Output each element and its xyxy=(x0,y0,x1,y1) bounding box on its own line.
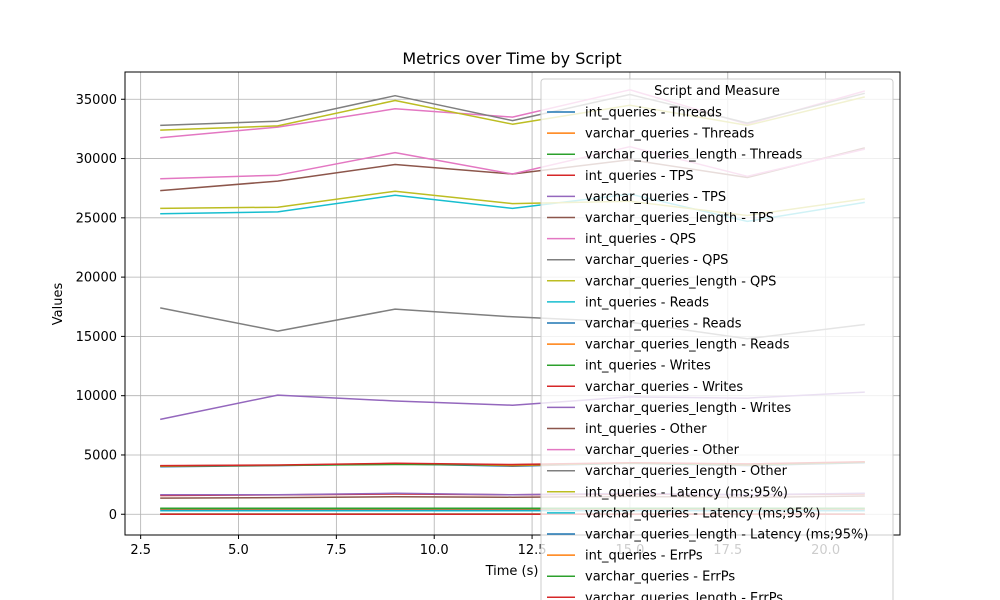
legend-label: int_queries - QPS xyxy=(585,232,696,247)
legend-label: varchar_queries_length - Writes xyxy=(585,401,791,416)
legend-label: varchar_queries - QPS xyxy=(585,253,728,268)
legend-label: varchar_queries - ErrPs xyxy=(585,570,735,585)
y-tick-label: 30000 xyxy=(76,152,117,167)
legend-label: varchar_queries - Reads xyxy=(585,317,742,332)
y-tick-label: 10000 xyxy=(76,389,117,404)
legend: Script and Measure int_queries - Threads… xyxy=(540,78,894,600)
y-tick-label: 20000 xyxy=(76,271,117,286)
legend-label: int_queries - TPS xyxy=(585,169,694,184)
legend-label: varchar_queries_length - ErrPs xyxy=(585,591,783,600)
x-tick-label: 7.5 xyxy=(326,543,347,558)
y-tick-label: 0 xyxy=(109,508,117,523)
legend-label: varchar_queries_length - Reads xyxy=(585,338,790,353)
plot-frame xyxy=(124,71,901,536)
y-tick-label: 25000 xyxy=(76,211,117,226)
legend-label: varchar_queries_length - Other xyxy=(585,464,788,479)
legend-label: int_queries - Other xyxy=(585,422,707,437)
x-tick-label: 5.0 xyxy=(228,543,249,558)
x-tick-label: 2.5 xyxy=(130,543,151,558)
legend-label: int_queries - ErrPs xyxy=(585,549,703,564)
legend-label: varchar_queries_length - Threads xyxy=(585,148,802,163)
y-tick-label: 5000 xyxy=(84,448,117,463)
legend-label: varchar_queries_length - QPS xyxy=(585,274,776,289)
chart-title: Metrics over Time by Script xyxy=(402,49,621,68)
legend-label: int_queries - Reads xyxy=(585,295,709,310)
y-tick-label: 35000 xyxy=(76,93,117,108)
y-axis-label: Values xyxy=(51,283,66,326)
legend-label: varchar_queries - Writes xyxy=(585,380,743,395)
legend-label: int_queries - Latency (ms;95%) xyxy=(585,485,788,500)
legend-label: varchar_queries_length - TPS xyxy=(585,211,774,226)
x-axis-label: Time (s) xyxy=(485,564,539,579)
legend-box xyxy=(540,78,894,600)
y-tick-label: 15000 xyxy=(76,330,117,345)
legend-label: varchar_queries - Latency (ms;95%) xyxy=(585,506,820,521)
x-tick-label: 12.5 xyxy=(518,543,547,558)
legend-label: varchar_queries - TPS xyxy=(585,190,726,205)
x-tick-label: 10.0 xyxy=(420,543,449,558)
legend-entries: int_queries - Threads varchar_queries - T… xyxy=(547,106,868,600)
y-axis-ticks: 0 5000 10000 15000 20000 25000 30000 35000 xyxy=(76,93,125,523)
legend-label: varchar_queries_length - Latency (ms;95%… xyxy=(585,528,868,543)
legend-label: varchar_queries - Other xyxy=(585,443,740,458)
legend-label: varchar_queries - Threads xyxy=(585,127,755,142)
legend-title: Script and Measure xyxy=(654,84,780,99)
legend-label: int_queries - Threads xyxy=(585,106,722,121)
legend-label: int_queries - Writes xyxy=(585,359,711,374)
